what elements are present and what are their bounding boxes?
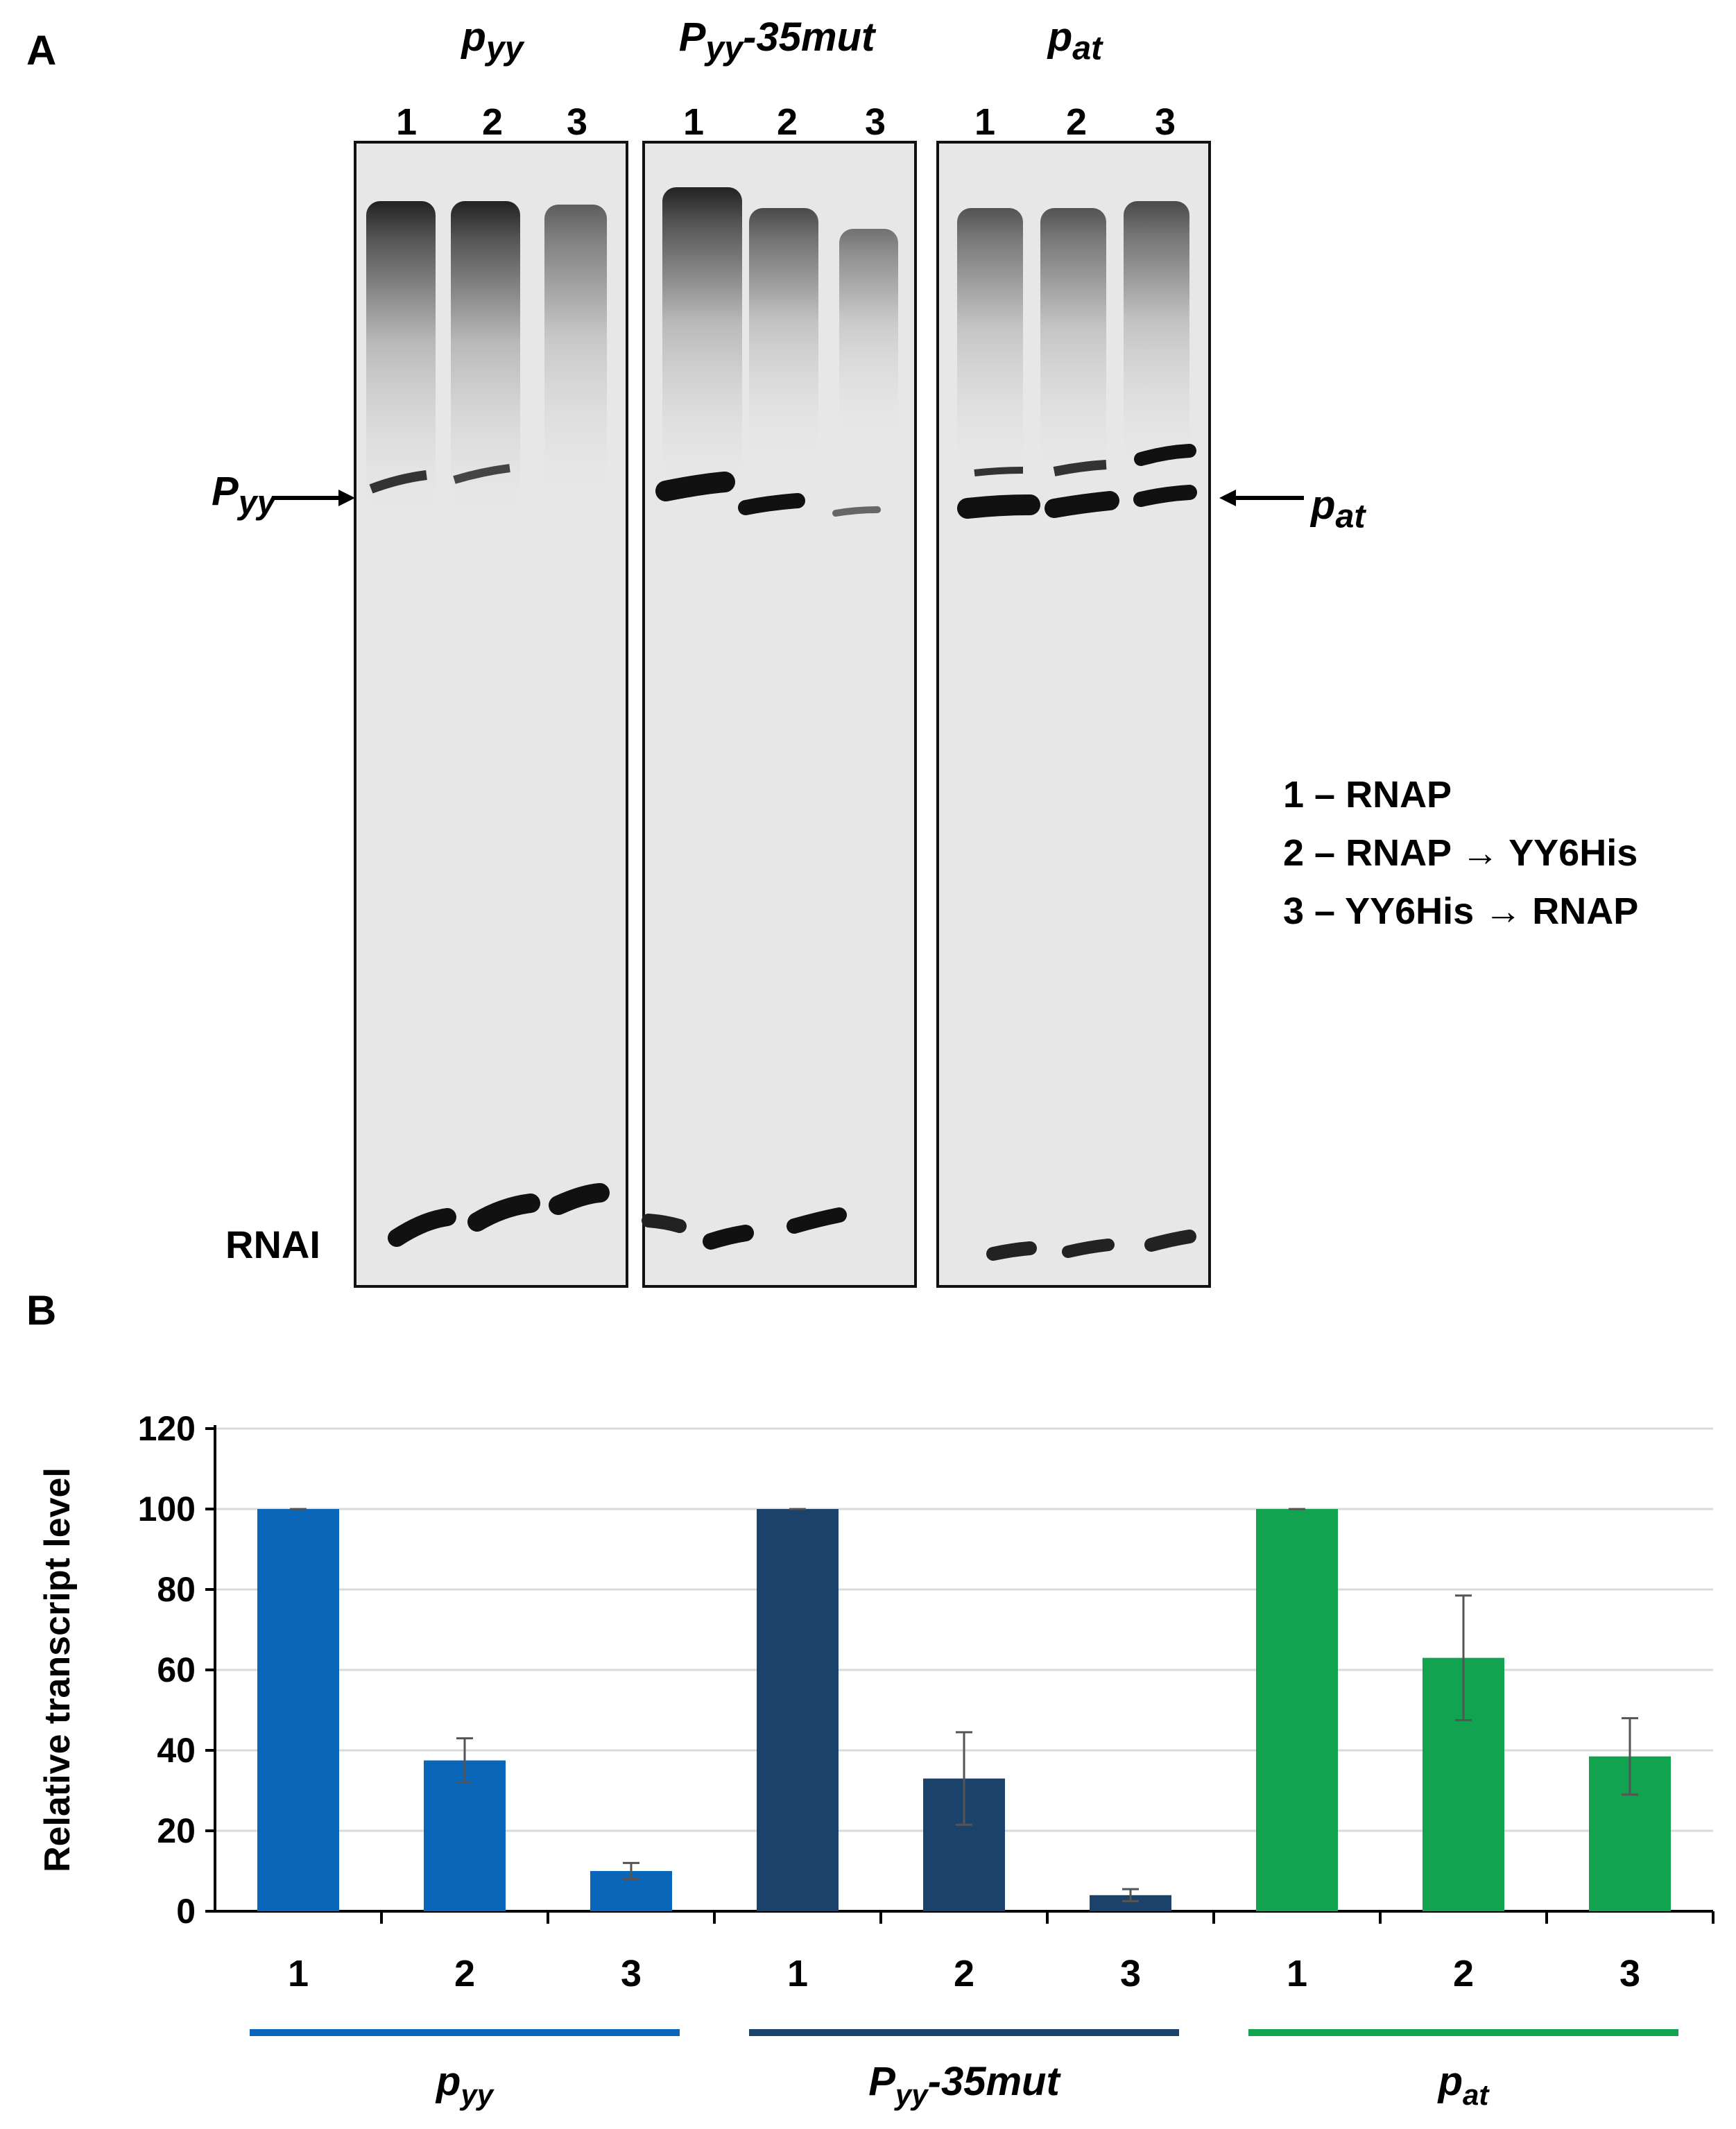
y-tick-label: 100 <box>138 1490 196 1528</box>
gel-lane-number: 1 <box>682 101 705 143</box>
gel-image-svg <box>274 141 1304 1288</box>
bar <box>1256 1509 1338 1911</box>
x-tick-label: 3 <box>1619 1953 1640 1994</box>
group-label: pat <box>1437 2059 1490 2111</box>
x-tick-label: 1 <box>288 1953 309 1994</box>
y-axis-label: Relative transcript level <box>37 1467 78 1872</box>
gel-lane-number: 1 <box>395 101 418 143</box>
group-label: pyy <box>435 2059 495 2111</box>
gel-group-header-pyy: pyy <box>461 15 524 67</box>
legend-item: 1 – RNAP <box>1283 774 1452 816</box>
y-tick-label: 0 <box>176 1892 196 1931</box>
gel-group-header-pyy35mut: Pyy-35mut <box>678 15 875 67</box>
legend-item: 3 – YY6His → RNAP <box>1283 890 1639 932</box>
gel-lane-number: 1 <box>974 101 996 143</box>
x-tick-label: 3 <box>621 1953 642 1994</box>
gel-lane-number: 3 <box>566 101 588 143</box>
x-tick-label: 2 <box>454 1953 475 1994</box>
bar-chart-svg: 0 20 40 60 80 100 120 Relative transcript level… <box>37 1409 1714 2111</box>
bar-chart: 0 20 40 60 80 100 120 Relative transcript level… <box>0 1352 1736 2126</box>
right-marker-label: pat <box>1311 483 1366 535</box>
right-marker-arrow <box>1219 490 1304 506</box>
gel-panel-pat <box>936 141 1211 1288</box>
group-label: Pyy-35mut <box>868 2059 1061 2111</box>
x-tick-label: 1 <box>787 1953 808 1994</box>
x-tick-label: 1 <box>1287 1953 1307 1994</box>
panel-a-label: A <box>26 27 57 74</box>
gel-legend: 1 – RNAP 2 – RNAP → YY6His 3 – YY6His → … <box>1283 773 1638 933</box>
x-tick-label: 2 <box>1453 1953 1474 1994</box>
gel-lane-number: 2 <box>776 101 798 143</box>
gel-group-header-pat: pat <box>1047 15 1103 67</box>
x-tick-label: 2 <box>954 1953 974 1994</box>
y-tick-label: 20 <box>157 1811 196 1850</box>
gel-lane-number: 3 <box>1154 101 1176 143</box>
rnai-marker-label: RNAI <box>225 1223 320 1266</box>
y-tick-label: 120 <box>138 1409 196 1448</box>
y-tick-label: 40 <box>157 1731 196 1770</box>
y-tick-label: 60 <box>157 1650 196 1689</box>
bar <box>1090 1895 1171 1911</box>
gel-lane-number: 2 <box>1065 101 1088 143</box>
bar <box>424 1760 506 1911</box>
bar <box>257 1509 339 1911</box>
bar <box>757 1509 839 1911</box>
gel-panel-pyy35mut <box>642 141 917 1288</box>
left-marker-label: Pyy <box>212 469 276 522</box>
panel-b-label: B <box>26 1287 57 1334</box>
left-marker-arrow <box>274 490 355 506</box>
gel-lane-number: 3 <box>864 101 886 143</box>
gel-lane-number: 2 <box>481 101 504 143</box>
gel-panel-pyy <box>354 141 628 1288</box>
x-tick-label: 3 <box>1120 1953 1141 1994</box>
y-tick-label: 80 <box>157 1570 196 1609</box>
legend-item: 2 – RNAP → YY6His <box>1283 832 1638 874</box>
